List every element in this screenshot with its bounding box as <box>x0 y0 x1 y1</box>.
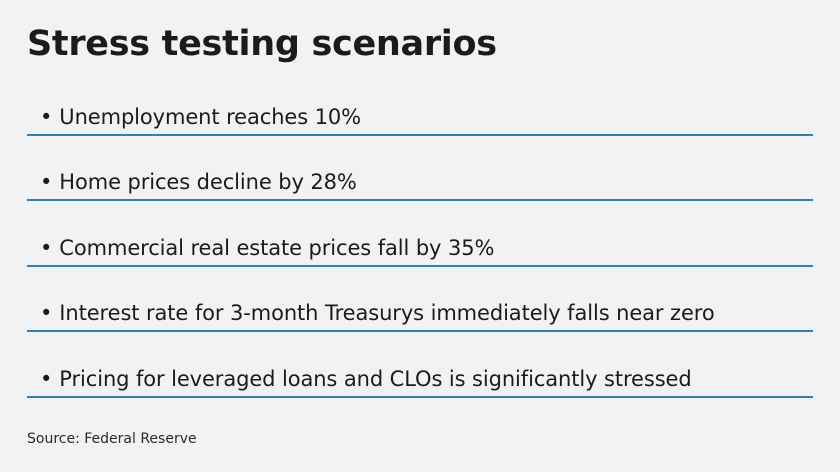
bullet-icon: • <box>40 301 53 325</box>
scenario-item-text: • Unemployment reaches 10% <box>40 104 361 130</box>
bullet-icon: • <box>40 236 53 260</box>
scenario-label: Pricing for leveraged loans and CLOs is … <box>59 367 692 391</box>
bullet-icon: • <box>40 105 53 129</box>
scenario-item-leveraged-loans: • Pricing for leveraged loans and CLOs is… <box>27 362 813 398</box>
bullet-icon: • <box>40 170 53 194</box>
scenario-item-home-prices: • Home prices decline by 28% <box>27 165 813 201</box>
scenario-item-commercial-real-estate: • Commercial real estate prices fall by 3… <box>27 231 813 267</box>
bullet-icon: • <box>40 367 53 391</box>
scenario-item-interest-rate: • Interest rate for 3-month Treasurys imm… <box>27 296 813 332</box>
scenario-label: Unemployment reaches 10% <box>59 105 362 129</box>
page-title: Stress testing scenarios <box>27 24 497 64</box>
source-note: Source: Federal Reserve <box>27 431 197 447</box>
scenario-label: Interest rate for 3-month Treasurys imme… <box>59 301 715 325</box>
scenario-item-text: • Pricing for leveraged loans and CLOs is… <box>40 366 692 392</box>
scenario-item-text: • Commercial real estate prices fall by 3… <box>40 235 494 261</box>
scenario-item-text: • Home prices decline by 28% <box>40 169 357 195</box>
scenario-item-unemployment: • Unemployment reaches 10% <box>27 100 813 136</box>
scenario-item-text: • Interest rate for 3-month Treasurys imm… <box>40 300 715 326</box>
scenario-label: Home prices decline by 28% <box>59 170 357 194</box>
scenario-label: Commercial real estate prices fall by 35… <box>59 236 495 260</box>
